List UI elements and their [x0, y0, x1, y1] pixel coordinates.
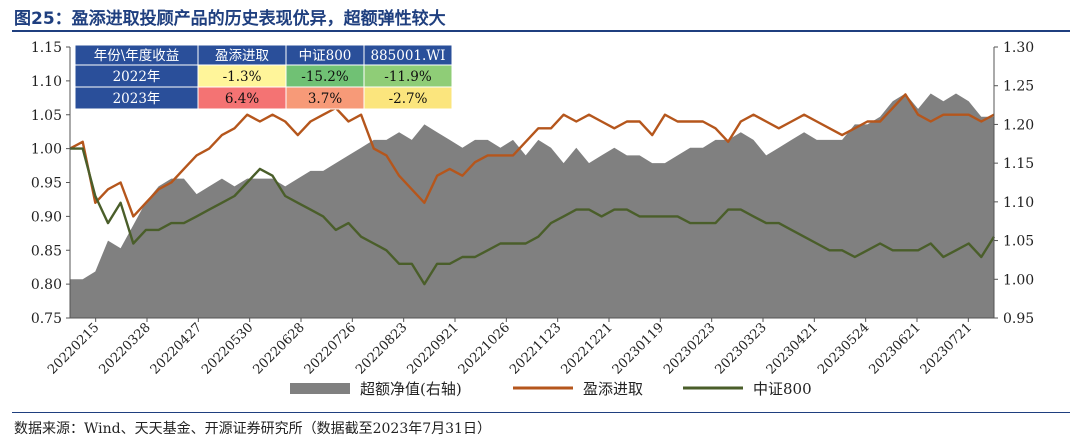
- legend: 超额净值(右轴) 盈添进取 中证800: [290, 380, 812, 398]
- right-tick-label: 1.10: [1003, 195, 1034, 211]
- right-tick-label: 0.95: [1003, 311, 1034, 327]
- source-divider: [12, 412, 1070, 413]
- table-value-cell: [363, 86, 453, 110]
- title-divider: [12, 30, 1070, 32]
- table-header-label: 年份\年度收益: [94, 48, 180, 64]
- x-tick-label: 20220328: [96, 320, 153, 377]
- x-tick-label: 20230421: [764, 320, 821, 377]
- left-tick-label: 1.05: [31, 108, 62, 124]
- left-tick-label: 0.75: [31, 311, 62, 327]
- x-tick-label: 20220726: [302, 320, 359, 377]
- right-tick-label: 1.15: [1003, 156, 1034, 172]
- x-tick-label: 20221221: [558, 320, 615, 377]
- figure-title: 图25：盈添进取投顾产品的历史表现优异，超额弹性较大: [14, 9, 446, 29]
- right-tick-label: 1.25: [1003, 79, 1034, 95]
- chart: 0.75 0.80 0.85 0.90 0.95 1.00 1.05 1.10 1.15 0.95…: [31, 40, 1034, 398]
- table-value-label: 6.4%: [225, 91, 259, 107]
- x-tick-label: 20221026: [456, 320, 513, 377]
- right-tick-label: 1.05: [1003, 234, 1034, 250]
- series-line-2: [70, 147, 996, 286]
- left-tick-label: 1.00: [31, 142, 62, 158]
- table-value-label: -1.3%: [223, 69, 262, 85]
- line-series-layer: [69, 93, 996, 286]
- left-tick-label: 0.90: [31, 209, 62, 225]
- right-tick-label: 1.30: [1003, 40, 1034, 56]
- legend-label: 超额净值(右轴): [360, 380, 462, 398]
- left-tick-label: 0.95: [31, 176, 62, 192]
- legend-label: 中证800: [753, 380, 812, 398]
- x-tick-label: 20230119: [610, 320, 667, 377]
- table-value-label: -15.2%: [301, 69, 349, 85]
- table-year-label: 2022年: [113, 69, 161, 85]
- left-tick-label: 0.85: [31, 243, 62, 259]
- table-year-label: 2023年: [113, 91, 161, 107]
- legend-label: 盈添进取: [583, 380, 643, 398]
- x-tick-label: 20230524: [815, 320, 872, 377]
- x-tick-label: 20230621: [866, 320, 923, 377]
- table-header-label: 盈添进取: [215, 48, 269, 64]
- x-tick-label: 20230323: [712, 320, 769, 377]
- series-line-1: [69, 93, 995, 218]
- table-value-label: -2.7%: [389, 91, 428, 107]
- x-tick-label: 20221123: [507, 320, 564, 377]
- returns-table: 年份\年度收益 盈添进取 中证800 885001.WI 2022年 -1.3% -15.2…: [74, 44, 453, 110]
- area-series-layer: [70, 93, 994, 318]
- table-value-label: -11.9%: [384, 69, 432, 85]
- table-value-label: 3.7%: [308, 91, 342, 107]
- right-tick-label: 1.00: [1003, 272, 1034, 288]
- x-tick-label: 20230223: [661, 320, 718, 377]
- source-note: 数据来源：Wind、天天基金、开源证券研究所（数据截至2023年7月31日）: [14, 421, 491, 437]
- table-header-label: 中证800: [299, 48, 352, 64]
- series-area-0: [70, 93, 994, 318]
- x-tick-label: 20220921: [404, 320, 461, 377]
- x-tick-label: 20230721: [918, 320, 975, 377]
- legend-swatch: [290, 383, 350, 394]
- left-tick-label: 1.15: [31, 40, 62, 56]
- table-header-label: 885001.WI: [370, 48, 445, 64]
- x-tick-label: 20220530: [199, 320, 256, 377]
- left-tick-label: 0.80: [31, 277, 62, 293]
- x-tick-label: 20220215: [45, 320, 102, 377]
- x-tick-label: 20220823: [353, 320, 410, 377]
- left-tick-label: 1.10: [31, 74, 62, 90]
- x-tick-label: 20220427: [148, 320, 205, 377]
- x-tick-label: 20220628: [250, 320, 307, 377]
- right-tick-label: 1.20: [1003, 117, 1034, 133]
